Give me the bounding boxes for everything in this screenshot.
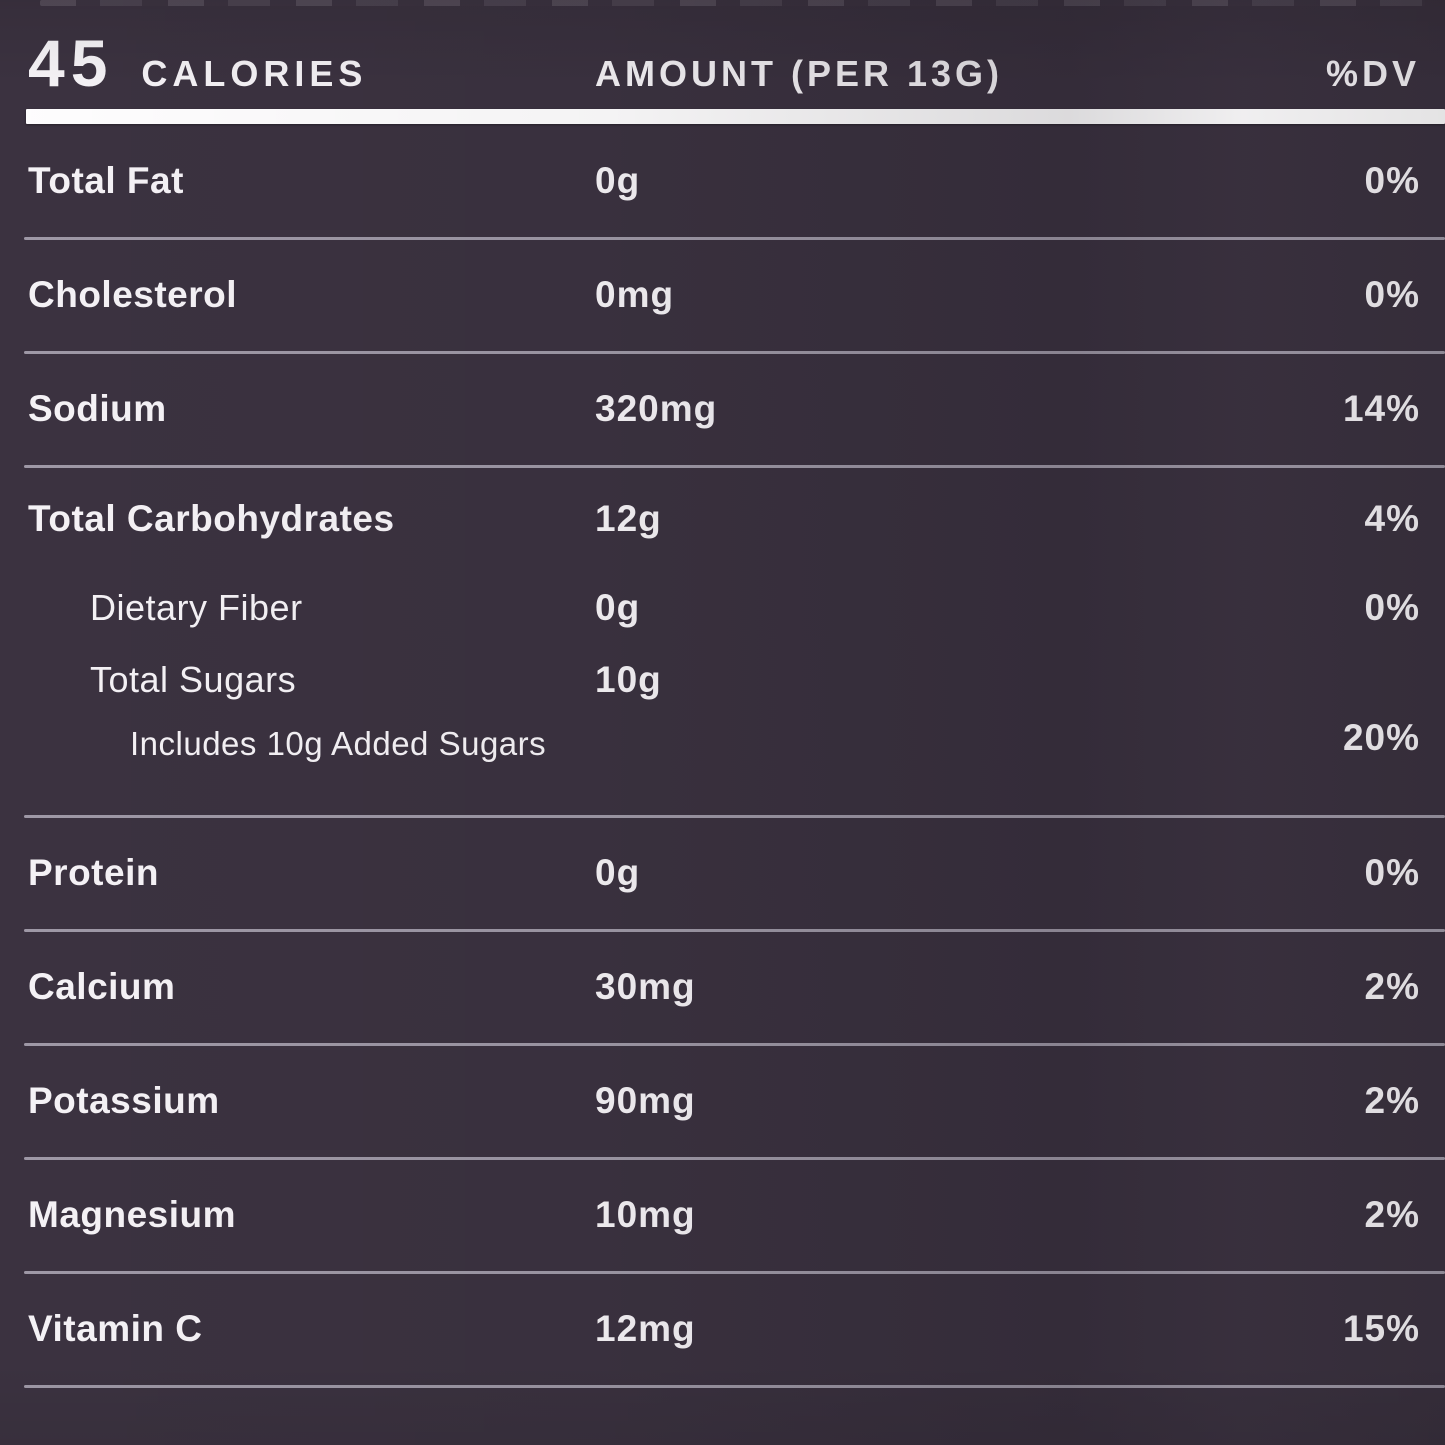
nutrient-name: Includes 10g Added Sugars: [130, 725, 547, 762]
nutrient-amount: 12mg: [595, 1308, 696, 1349]
row-divider: [24, 929, 1445, 932]
nutrient-name: Total Fat: [28, 160, 184, 201]
row-divider: [24, 465, 1445, 468]
nutrient-amount: 12g: [595, 498, 662, 539]
nutrient-row: Potassium 90mg 2%: [0, 1044, 1445, 1160]
nutrient-name: Potassium: [28, 1080, 220, 1121]
nutrient-dv: 2%: [1364, 1194, 1420, 1235]
row-divider: [24, 1385, 1445, 1388]
nutrient-dv: 0%: [1364, 852, 1420, 893]
nutrient-amount: 320mg: [595, 388, 718, 429]
nutrient-row: Vitamin C 12mg 15%: [0, 1272, 1445, 1388]
nutrient-amount: 0g: [595, 160, 641, 201]
nutrient-row: Total Fat 0g 0%: [0, 124, 1445, 240]
nutrient-row: Total Sugars 10g: [0, 644, 1445, 716]
amount-column-header: AMOUNT (PER 13G): [595, 53, 1004, 94]
row-divider: [24, 815, 1445, 818]
row-divider: [24, 1271, 1445, 1274]
calories-value: 45: [28, 26, 114, 100]
header-rule: [26, 109, 1445, 124]
dv-column-header: %DV: [1325, 53, 1420, 94]
nutrient-dv: 14%: [1342, 388, 1420, 429]
nutrient-table: Total Fat 0g 0% Cholesterol 0mg 0% Sodiu…: [0, 124, 1445, 1388]
calories-group: 45 CALORIES: [28, 30, 595, 96]
nutrient-amount: 0mg: [595, 274, 675, 315]
nutrient-name: Dietary Fiber: [90, 587, 303, 628]
nutrient-name: Total Sugars: [90, 659, 297, 700]
nutrient-amount: 0g: [595, 587, 641, 628]
nutrient-amount: 10g: [595, 659, 662, 700]
nutrient-name: Magnesium: [28, 1194, 237, 1235]
calories-label: CALORIES: [141, 53, 368, 94]
nutrient-dv: 2%: [1364, 966, 1420, 1007]
nutrient-dv: 2%: [1364, 1080, 1420, 1121]
nutrient-name: Cholesterol: [28, 274, 238, 315]
nutrient-amount: 0g: [595, 852, 641, 893]
nutrient-row: Protein 0g 0%: [0, 816, 1445, 932]
nutrient-name: Vitamin C: [28, 1308, 203, 1349]
nutrient-name: Sodium: [28, 388, 167, 429]
cropped-text-remnant: [40, 0, 1425, 6]
nutrient-name: Total Carbohydrates: [28, 498, 395, 539]
nutrient-name: Protein: [28, 852, 159, 893]
nutrient-row: Sodium 320mg 14%: [0, 352, 1445, 468]
nutrient-amount: 30mg: [595, 966, 696, 1007]
nutrient-row: Cholesterol 0mg 0%: [0, 238, 1445, 354]
table-header: 45 CALORIES AMOUNT (PER 13G) %DV: [0, 0, 1445, 96]
nutrient-row: Magnesium 10mg 2%: [0, 1158, 1445, 1274]
nutrient-amount: 90mg: [595, 1080, 696, 1121]
nutrient-dv: 0%: [1364, 274, 1420, 315]
row-divider: [24, 1043, 1445, 1046]
nutrient-row: Includes 10g Added Sugars 20%: [0, 716, 1445, 818]
nutrient-row: Dietary Fiber 0g 0%: [0, 572, 1445, 644]
row-divider: [24, 237, 1445, 240]
nutrient-amount: 10mg: [595, 1194, 696, 1235]
nutrient-dv: 15%: [1342, 1308, 1420, 1349]
nutrient-dv: 0%: [1364, 587, 1420, 628]
row-divider: [24, 1157, 1445, 1160]
nutrient-row: Total Carbohydrates 12g 4%: [0, 466, 1445, 572]
nutrient-dv: 0%: [1364, 160, 1420, 201]
nutrient-name: Calcium: [28, 966, 176, 1007]
nutrient-dv: 20%: [1342, 717, 1420, 758]
nutrient-dv: 4%: [1364, 498, 1420, 539]
row-divider: [24, 351, 1445, 354]
nutrient-row: Calcium 30mg 2%: [0, 930, 1445, 1046]
